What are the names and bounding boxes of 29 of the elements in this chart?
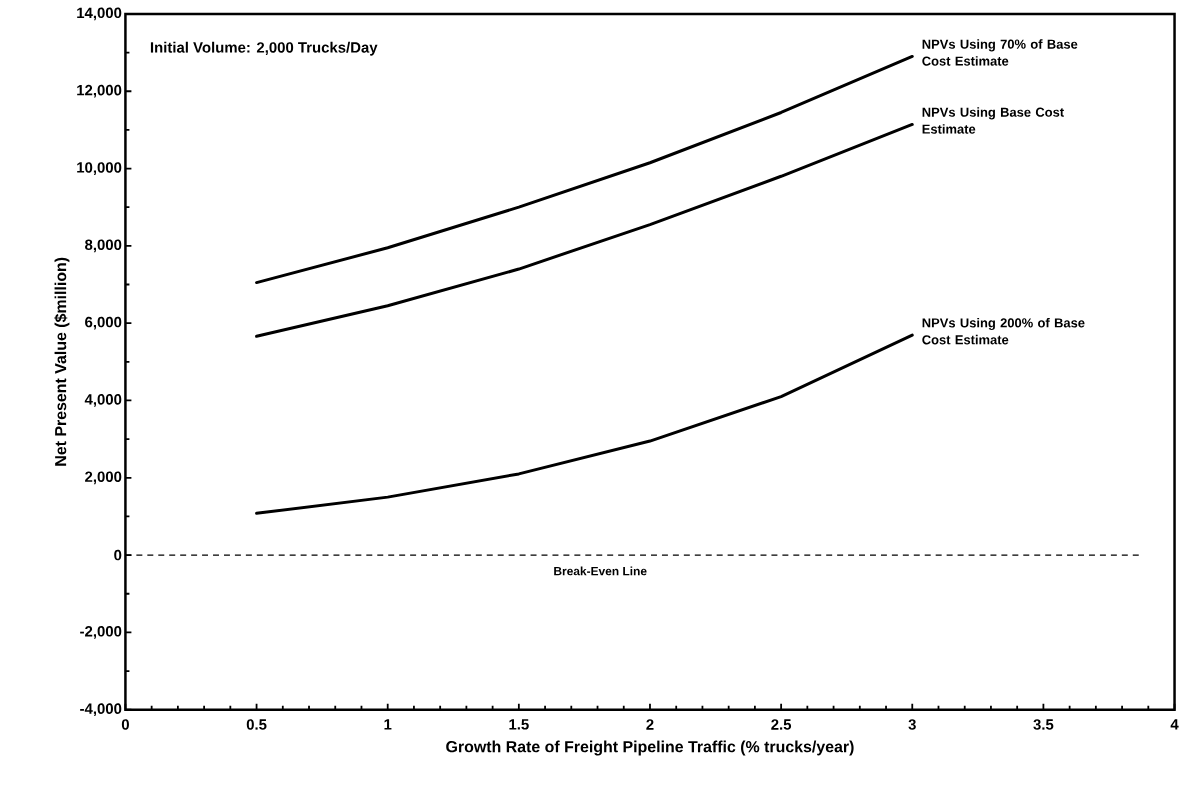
y-tick-label: -2,000 <box>80 625 122 639</box>
series-label: NPVs Using 200% of Base Cost Estimate <box>922 317 1085 345</box>
series-label: NPVs Using Base Cost Estimate <box>922 107 1064 134</box>
y-tick-label: 4,000 <box>84 393 122 407</box>
y-tick-label: -4,000 <box>80 703 122 716</box>
y-tick-label: 10,000 <box>77 162 122 175</box>
y-tick-label: 12,000 <box>77 84 122 98</box>
line-series <box>255 333 914 515</box>
line-series <box>255 122 914 338</box>
y-tick-label: 0 <box>114 549 122 561</box>
y-tick-label: 14,000 <box>77 7 122 21</box>
ref-line-label: Break-Even Line <box>554 566 647 576</box>
x-tick-label: 4 <box>1170 719 1179 730</box>
x-tick-label: 2 <box>646 719 654 730</box>
x-tick-label: 2.5 <box>771 719 792 730</box>
y-axis-title: Net Present Value ($million) <box>54 257 70 466</box>
x-tick-label: 3.5 <box>1033 719 1054 730</box>
x-tick-label: 0.5 <box>246 719 267 730</box>
x-tick-label: 0 <box>121 719 129 730</box>
y-tick-label: 2,000 <box>85 471 122 484</box>
series-label: NPVs Using 70% of Base Cost Estimate <box>922 39 1078 66</box>
x-axis-title: Growth Rate of Freight Pipeline Traffic (% trucks/year) <box>446 740 854 756</box>
x-tick-label: 1 <box>384 719 392 730</box>
annotation: Initial Volume: 2,000 Trucks/Day <box>150 41 378 56</box>
y-tick-label: 8,000 <box>85 239 122 253</box>
y-tick-label: 6,000 <box>85 316 122 330</box>
x-tick-label: 3 <box>908 719 916 730</box>
line-series <box>255 54 914 284</box>
x-tick-label: 1.5 <box>509 719 529 730</box>
